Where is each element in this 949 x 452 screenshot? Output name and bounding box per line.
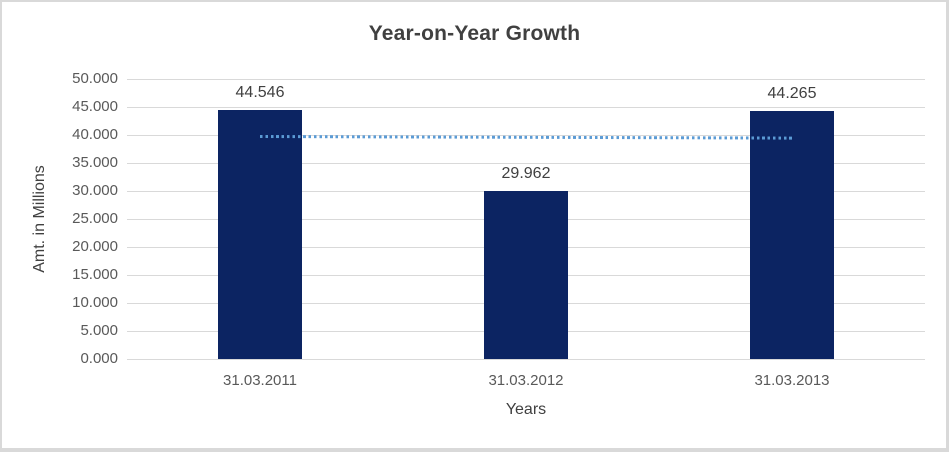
y-axis-tick-label: 25.000 — [72, 210, 118, 227]
gridline — [127, 358, 925, 360]
y-axis-tick-label: 20.000 — [72, 238, 118, 255]
bar-31.03.2012 — [484, 191, 568, 359]
bar-data-label: 29.962 — [501, 165, 551, 183]
bar-31.03.2011 — [218, 109, 302, 359]
x-axis-title: Years — [505, 401, 547, 418]
y-axis-tick-label: 40.000 — [72, 126, 118, 143]
x-axis-tick-label: 31.03.2012 — [488, 372, 564, 389]
bar-data-label: 44.546 — [235, 83, 285, 101]
chart-title: Year-on-Year Growth — [368, 22, 581, 45]
y-axis-tick-label: 15.000 — [72, 266, 118, 283]
y-axis-tick-label: 30.000 — [72, 182, 118, 199]
y-axis-tick-label: 50.000 — [72, 70, 118, 87]
bar-31.03.2013 — [750, 111, 834, 359]
y-axis-tick-label: 35.000 — [72, 154, 118, 171]
y-axis-tick-label: 0.000 — [80, 350, 118, 367]
gridline — [127, 78, 925, 80]
gridline — [127, 106, 925, 108]
y-axis-tick-label: 45.000 — [72, 98, 118, 115]
y-axis-tick-label: 5.000 — [80, 322, 118, 339]
gridline — [127, 190, 925, 192]
x-axis-tick-label: 31.03.2011 — [223, 372, 297, 389]
bar-data-label: 44.265 — [767, 85, 817, 103]
x-axis-tick-label: 31.03.2013 — [754, 372, 830, 389]
y-axis-tick-label: 10.000 — [72, 294, 118, 311]
gridline — [127, 162, 925, 164]
